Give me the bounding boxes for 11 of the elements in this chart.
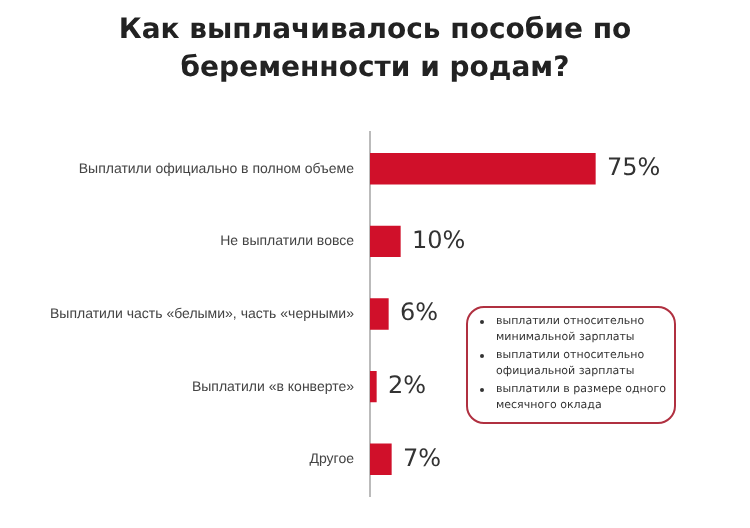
data-label: 75% bbox=[607, 152, 661, 181]
bar bbox=[370, 225, 401, 258]
bar bbox=[370, 443, 392, 475]
bar bbox=[370, 153, 596, 185]
chart-title: Как выплачивалось пособие по беременности и родам? bbox=[116, 12, 634, 88]
data-label: 10% bbox=[412, 225, 466, 254]
bar bbox=[370, 370, 377, 403]
data-label: 7% bbox=[403, 443, 442, 472]
data-label: 6% bbox=[400, 298, 439, 327]
bar bbox=[370, 298, 389, 330]
data-label: 2% bbox=[388, 370, 427, 399]
